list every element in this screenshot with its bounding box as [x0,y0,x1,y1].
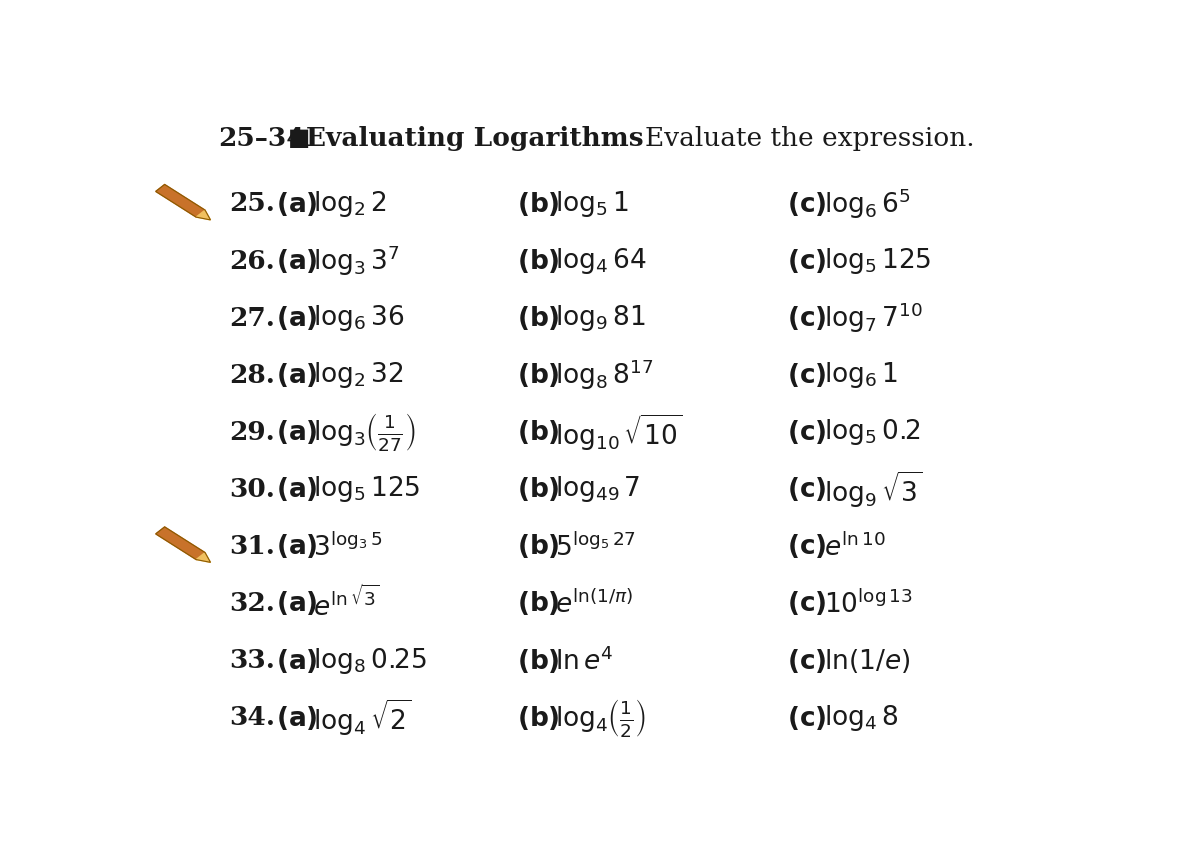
Text: $\mathbf{(b)}$: $\mathbf{(b)}$ [517,361,560,389]
Text: $e^{\ln 10}$: $e^{\ln 10}$ [824,532,886,561]
Polygon shape [196,553,210,562]
Text: $\log_4\!\left(\frac{1}{2}\right)$: $\log_4\!\left(\frac{1}{2}\right)$ [554,697,646,739]
Text: $\log_6 36$: $\log_6 36$ [313,303,404,333]
Polygon shape [196,210,210,220]
Text: $5^{\log_5 27}$: $5^{\log_5 27}$ [554,532,636,561]
Text: $\log_3 3^7$: $\log_3 3^7$ [313,244,400,279]
Text: $\mathbf{(c)}$: $\mathbf{(c)}$ [787,418,827,446]
Text: $\mathbf{(b)}$: $\mathbf{(b)}$ [517,532,560,561]
Text: $\mathbf{(a)}$: $\mathbf{(a)}$ [276,361,317,389]
Text: $\log_3\!\left(\frac{1}{27}\right)$: $\log_3\!\left(\frac{1}{27}\right)$ [313,412,415,453]
Text: $\mathbf{(c)}$: $\mathbf{(c)}$ [787,590,827,618]
Text: $\log_6 1$: $\log_6 1$ [824,360,898,390]
Text: $\mathbf{(a)}$: $\mathbf{(a)}$ [276,475,317,504]
Text: $\mathbf{(b)}$: $\mathbf{(b)}$ [517,418,560,446]
Text: 28.: 28. [229,363,275,388]
Text: $\mathbf{(a)}$: $\mathbf{(a)}$ [276,190,317,218]
Polygon shape [156,185,205,217]
Text: $\mathbf{(a)}$: $\mathbf{(a)}$ [276,304,317,332]
Text: $\mathbf{(a)}$: $\mathbf{(a)}$ [276,647,317,675]
Text: $\mathbf{(a)}$: $\mathbf{(a)}$ [276,590,317,618]
Text: $\mathbf{(c)}$: $\mathbf{(c)}$ [787,475,827,504]
Text: $\ln(1/e)$: $\ln(1/e)$ [824,647,911,675]
Text: $\mathbf{(b)}$: $\mathbf{(b)}$ [517,475,560,504]
Text: 31.: 31. [229,534,275,559]
Text: $\mathbf{(a)}$: $\mathbf{(a)}$ [276,704,317,732]
Text: $e^{\ln \sqrt{3}}$: $e^{\ln \sqrt{3}}$ [313,585,379,621]
Text: $\mathbf{(c)}$: $\mathbf{(c)}$ [787,304,827,332]
Text: 30.: 30. [229,477,275,502]
Text: $\mathbf{(c)}$: $\mathbf{(c)}$ [787,190,827,218]
Text: $\log_7 7^{10}$: $\log_7 7^{10}$ [824,301,923,336]
Text: $\log_8 8^{17}$: $\log_8 8^{17}$ [554,358,653,393]
Text: $\mathbf{(b)}$: $\mathbf{(b)}$ [517,190,560,218]
Text: Evaluating Logarithms: Evaluating Logarithms [306,126,644,151]
Text: $\log_4 64$: $\log_4 64$ [554,246,646,276]
Text: $\mathbf{(b)}$: $\mathbf{(b)}$ [517,647,560,675]
Text: $\log_2 32$: $\log_2 32$ [313,360,403,390]
Text: $\log_9 81$: $\log_9 81$ [554,303,644,333]
Text: $10^{\log 13}$: $10^{\log 13}$ [824,590,913,618]
Text: $\mathbf{(a)}$: $\mathbf{(a)}$ [276,418,317,446]
Text: $\mathbf{(c)}$: $\mathbf{(c)}$ [787,361,827,389]
Polygon shape [156,527,205,560]
Text: $\log_5 0.2$: $\log_5 0.2$ [824,417,922,447]
Text: $\log_2 2$: $\log_2 2$ [313,189,386,219]
Text: $\mathbf{(b)}$: $\mathbf{(b)}$ [517,247,560,275]
Text: 25.: 25. [229,192,275,216]
Text: ■: ■ [288,126,310,150]
Text: $\log_4 8$: $\log_4 8$ [824,703,899,733]
Text: 27.: 27. [229,306,275,331]
Text: $\log_4 \sqrt{2}$: $\log_4 \sqrt{2}$ [313,697,412,738]
Text: $\log_{49} 7$: $\log_{49} 7$ [554,475,640,504]
Text: $\mathbf{(c)}$: $\mathbf{(c)}$ [787,532,827,561]
Text: $\mathbf{(c)}$: $\mathbf{(c)}$ [787,647,827,675]
Text: $\log_5 1$: $\log_5 1$ [554,189,628,219]
Text: $e^{\ln(1/\pi)}$: $e^{\ln(1/\pi)}$ [554,590,632,618]
Text: $\mathbf{(c)}$: $\mathbf{(c)}$ [787,247,827,275]
Text: 32.: 32. [229,591,275,616]
Text: $\log_5 125$: $\log_5 125$ [824,246,931,276]
Text: 29.: 29. [229,420,275,445]
Text: $\mathbf{(a)}$: $\mathbf{(a)}$ [276,532,317,561]
Text: $\mathbf{(b)}$: $\mathbf{(b)}$ [517,590,560,618]
Text: 25–34: 25–34 [218,126,305,151]
Text: $\mathbf{(b)}$: $\mathbf{(b)}$ [517,304,560,332]
Text: $\log_{10} \sqrt{10}$: $\log_{10} \sqrt{10}$ [554,412,682,452]
Text: 34.: 34. [229,705,275,730]
Text: 33.: 33. [229,648,275,673]
Text: $\log_9 \sqrt{3}$: $\log_9 \sqrt{3}$ [824,469,923,509]
Text: $\mathbf{(a)}$: $\mathbf{(a)}$ [276,247,317,275]
Text: 26.: 26. [229,249,275,273]
Text: $3^{\log_3 5}$: $3^{\log_3 5}$ [313,532,382,561]
Text: $\log_5 125$: $\log_5 125$ [313,475,420,504]
Text: $\mathbf{(c)}$: $\mathbf{(c)}$ [787,704,827,732]
Text: Evaluate the expression.: Evaluate the expression. [644,126,974,151]
Text: $\ln e^4$: $\ln e^4$ [554,647,613,675]
Text: $\log_6 6^5$: $\log_6 6^5$ [824,187,911,222]
Text: $\log_8 0.25$: $\log_8 0.25$ [313,646,427,676]
Text: $\mathbf{(b)}$: $\mathbf{(b)}$ [517,704,560,732]
